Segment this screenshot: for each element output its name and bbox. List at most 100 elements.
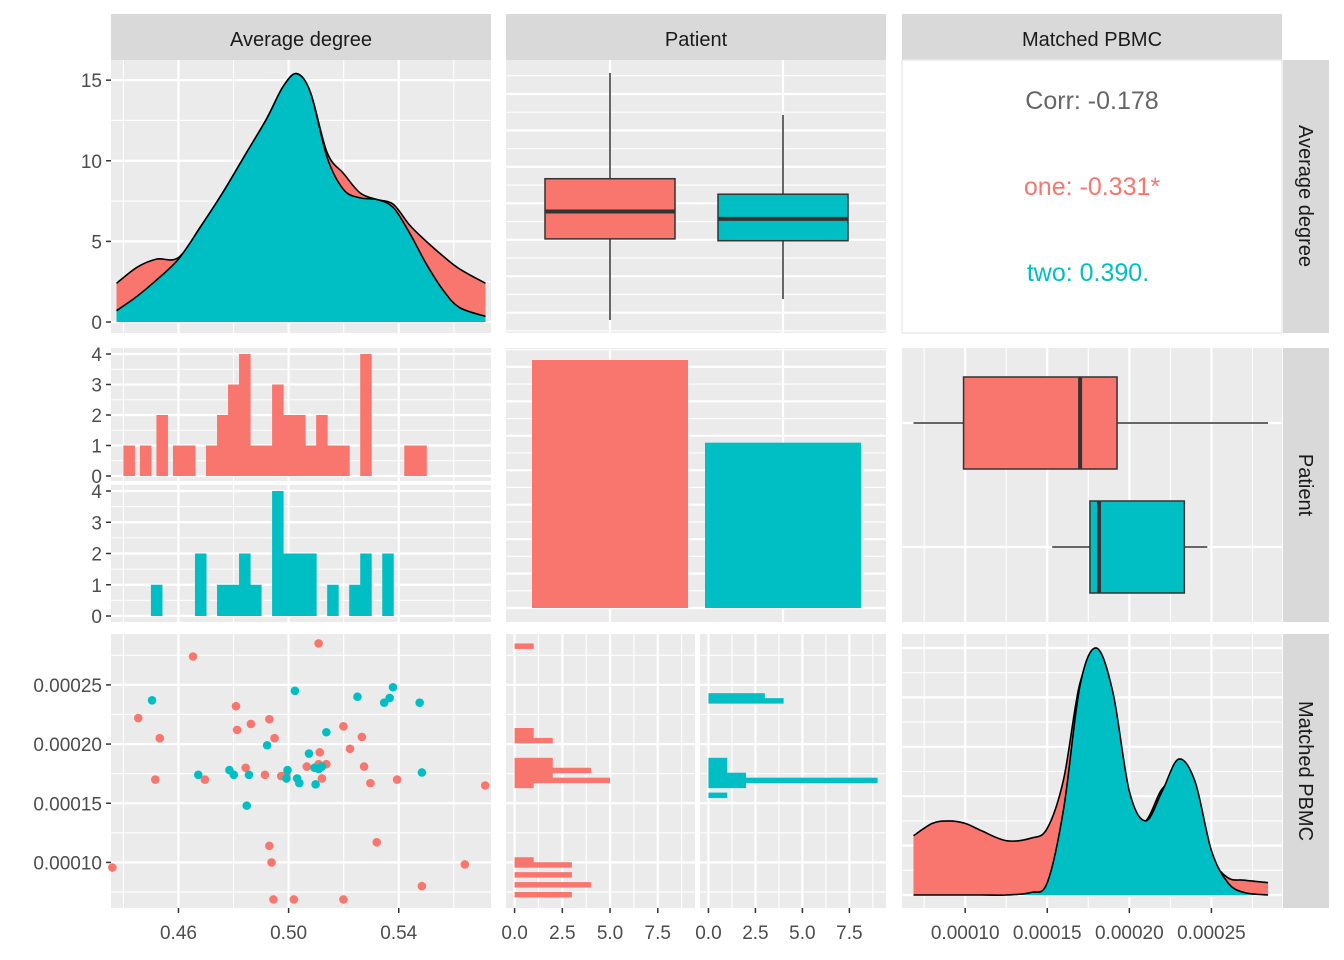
hist-y-two-tick-label: 4 xyxy=(91,482,102,503)
scatter-point-one xyxy=(151,775,160,784)
strip-row-3-label: Matched PBMC xyxy=(1294,701,1316,841)
strip-col-3 xyxy=(902,14,1282,60)
hist-bar-one xyxy=(172,445,185,476)
hist-mp-bar-two xyxy=(708,782,747,789)
hist-mp-bar-one xyxy=(514,737,553,744)
hist-bar-two xyxy=(283,553,295,616)
scatter-point-one xyxy=(269,895,278,904)
density-y-tick-label: 5 xyxy=(91,232,102,253)
density-mp-x-tick-label: 0.00010 xyxy=(931,923,1000,944)
hist-bar-one xyxy=(217,415,229,476)
strip-col-2-label: Patient xyxy=(665,29,728,51)
hist-bar-one xyxy=(239,354,251,476)
hist-mp-x-one-tick-label: 2.5 xyxy=(549,923,575,944)
hist-mp-bar-one xyxy=(514,732,534,739)
corr-group-two: two: 0.390. xyxy=(1027,259,1149,287)
scatter-point-one xyxy=(372,838,382,847)
hist-bar-two xyxy=(194,553,207,616)
scatter-point-one xyxy=(188,652,198,661)
scatter-point-one xyxy=(108,863,117,872)
hist-bar-one xyxy=(228,384,240,476)
density-mp-x-tick-label: 0.00020 xyxy=(1095,923,1164,944)
correlation-panel-bg xyxy=(901,59,1283,334)
scatter-point-two xyxy=(311,780,320,789)
scatter-point-one xyxy=(200,775,210,784)
hist-mp-bar-one xyxy=(514,857,534,863)
hist-bar-two xyxy=(327,584,339,616)
scatter-point-two xyxy=(322,727,331,737)
scatter-point-two xyxy=(147,695,157,705)
hist-mp-bar-one xyxy=(514,762,553,769)
hist-mp-bar-one xyxy=(514,782,534,789)
hist-y-two-tick-label: 1 xyxy=(91,576,102,597)
hist-y-one-tick-label: 1 xyxy=(91,437,102,458)
column-strips: Average degree Patient Matched PBMC xyxy=(111,14,1282,60)
hist-bar-one xyxy=(250,445,262,476)
scatter-point-two xyxy=(304,749,314,758)
hist-mp-bar-two xyxy=(708,698,784,704)
density-mp-x-tick-label: 0.00025 xyxy=(1177,923,1246,944)
hist-bar-two xyxy=(305,553,317,616)
hist-mp-bar-one xyxy=(514,727,534,734)
scatter-point-one xyxy=(480,781,490,790)
density-mp-area-two xyxy=(913,647,1269,896)
strip-col-1 xyxy=(111,14,491,60)
scatter-point-one xyxy=(246,719,256,729)
hist-mp-bar-two xyxy=(708,777,878,784)
hist-mp-x-one-tick-label: 7.5 xyxy=(645,923,671,944)
hist-bar-one xyxy=(294,415,306,476)
hist-y-one-tick-label: 2 xyxy=(91,406,102,427)
density-y-tick-label: 0 xyxy=(91,313,102,334)
scatter-point-one xyxy=(417,881,427,891)
strip-row-1 xyxy=(1283,60,1329,333)
scatter-y-tick-label: 0.00020 xyxy=(33,735,102,756)
box-one xyxy=(962,376,1118,470)
scatter-point-one xyxy=(392,775,402,784)
scatter-point-one xyxy=(155,733,165,743)
hist-mp-bar-one xyxy=(514,757,553,764)
strip-col-2 xyxy=(506,14,886,60)
hist-bar-one xyxy=(415,445,427,476)
hist-bar-one xyxy=(360,354,372,476)
scatter-x-tick-label: 0.50 xyxy=(270,923,307,944)
scatter-point-two xyxy=(283,765,292,775)
hist-y-two-tick-label: 2 xyxy=(91,545,102,566)
hist-bar-two xyxy=(217,584,229,616)
scatter-point-two xyxy=(242,801,252,810)
scatter-point-one xyxy=(231,701,241,711)
hist-mp-bar-two xyxy=(708,693,765,699)
hist-mp-bar-one xyxy=(514,772,553,779)
hist-mp-x-two-tick-label: 7.5 xyxy=(836,923,862,944)
scatter-point-two xyxy=(314,764,323,774)
hist-mp-bar-two xyxy=(708,772,747,779)
scatter-point-one xyxy=(265,714,274,724)
scatter-point-one xyxy=(289,895,299,904)
scatter-point-one xyxy=(265,841,274,851)
scatter-x-tick-label: 0.46 xyxy=(160,923,197,944)
hist-mp-bar-two xyxy=(708,757,728,764)
hist-bar-two xyxy=(360,553,372,616)
hist-bar-two xyxy=(272,491,284,616)
scatter-y-tick-label: 0.00010 xyxy=(33,853,102,874)
hist-bar-one xyxy=(316,415,328,476)
hist-bar-two xyxy=(294,553,306,616)
hist-bar-one xyxy=(156,415,168,476)
scatter-point-two xyxy=(417,768,427,777)
panels xyxy=(108,60,1282,908)
scatter-point-two xyxy=(385,693,394,703)
scatter-y-tick-label: 0.00015 xyxy=(33,794,102,815)
scatter-point-one xyxy=(339,722,348,731)
scatter-point-two xyxy=(295,778,304,788)
scatter-point-two xyxy=(415,698,424,707)
hist-mp-x-one-tick-label: 5.0 xyxy=(597,923,623,944)
hist-bar-two xyxy=(382,553,394,616)
density-mp-line-two xyxy=(913,647,1269,896)
hist-bar-two xyxy=(150,584,163,616)
hist-bar-two xyxy=(239,553,251,616)
hist-mp-x-two-tick-label: 5.0 xyxy=(789,923,815,944)
axis-labels: 05101501234012340.000100.000150.000200.0… xyxy=(33,71,1245,944)
density-y-tick-label: 15 xyxy=(81,71,102,92)
scatter-point-one xyxy=(339,895,348,904)
strip-row-3 xyxy=(1283,634,1329,908)
